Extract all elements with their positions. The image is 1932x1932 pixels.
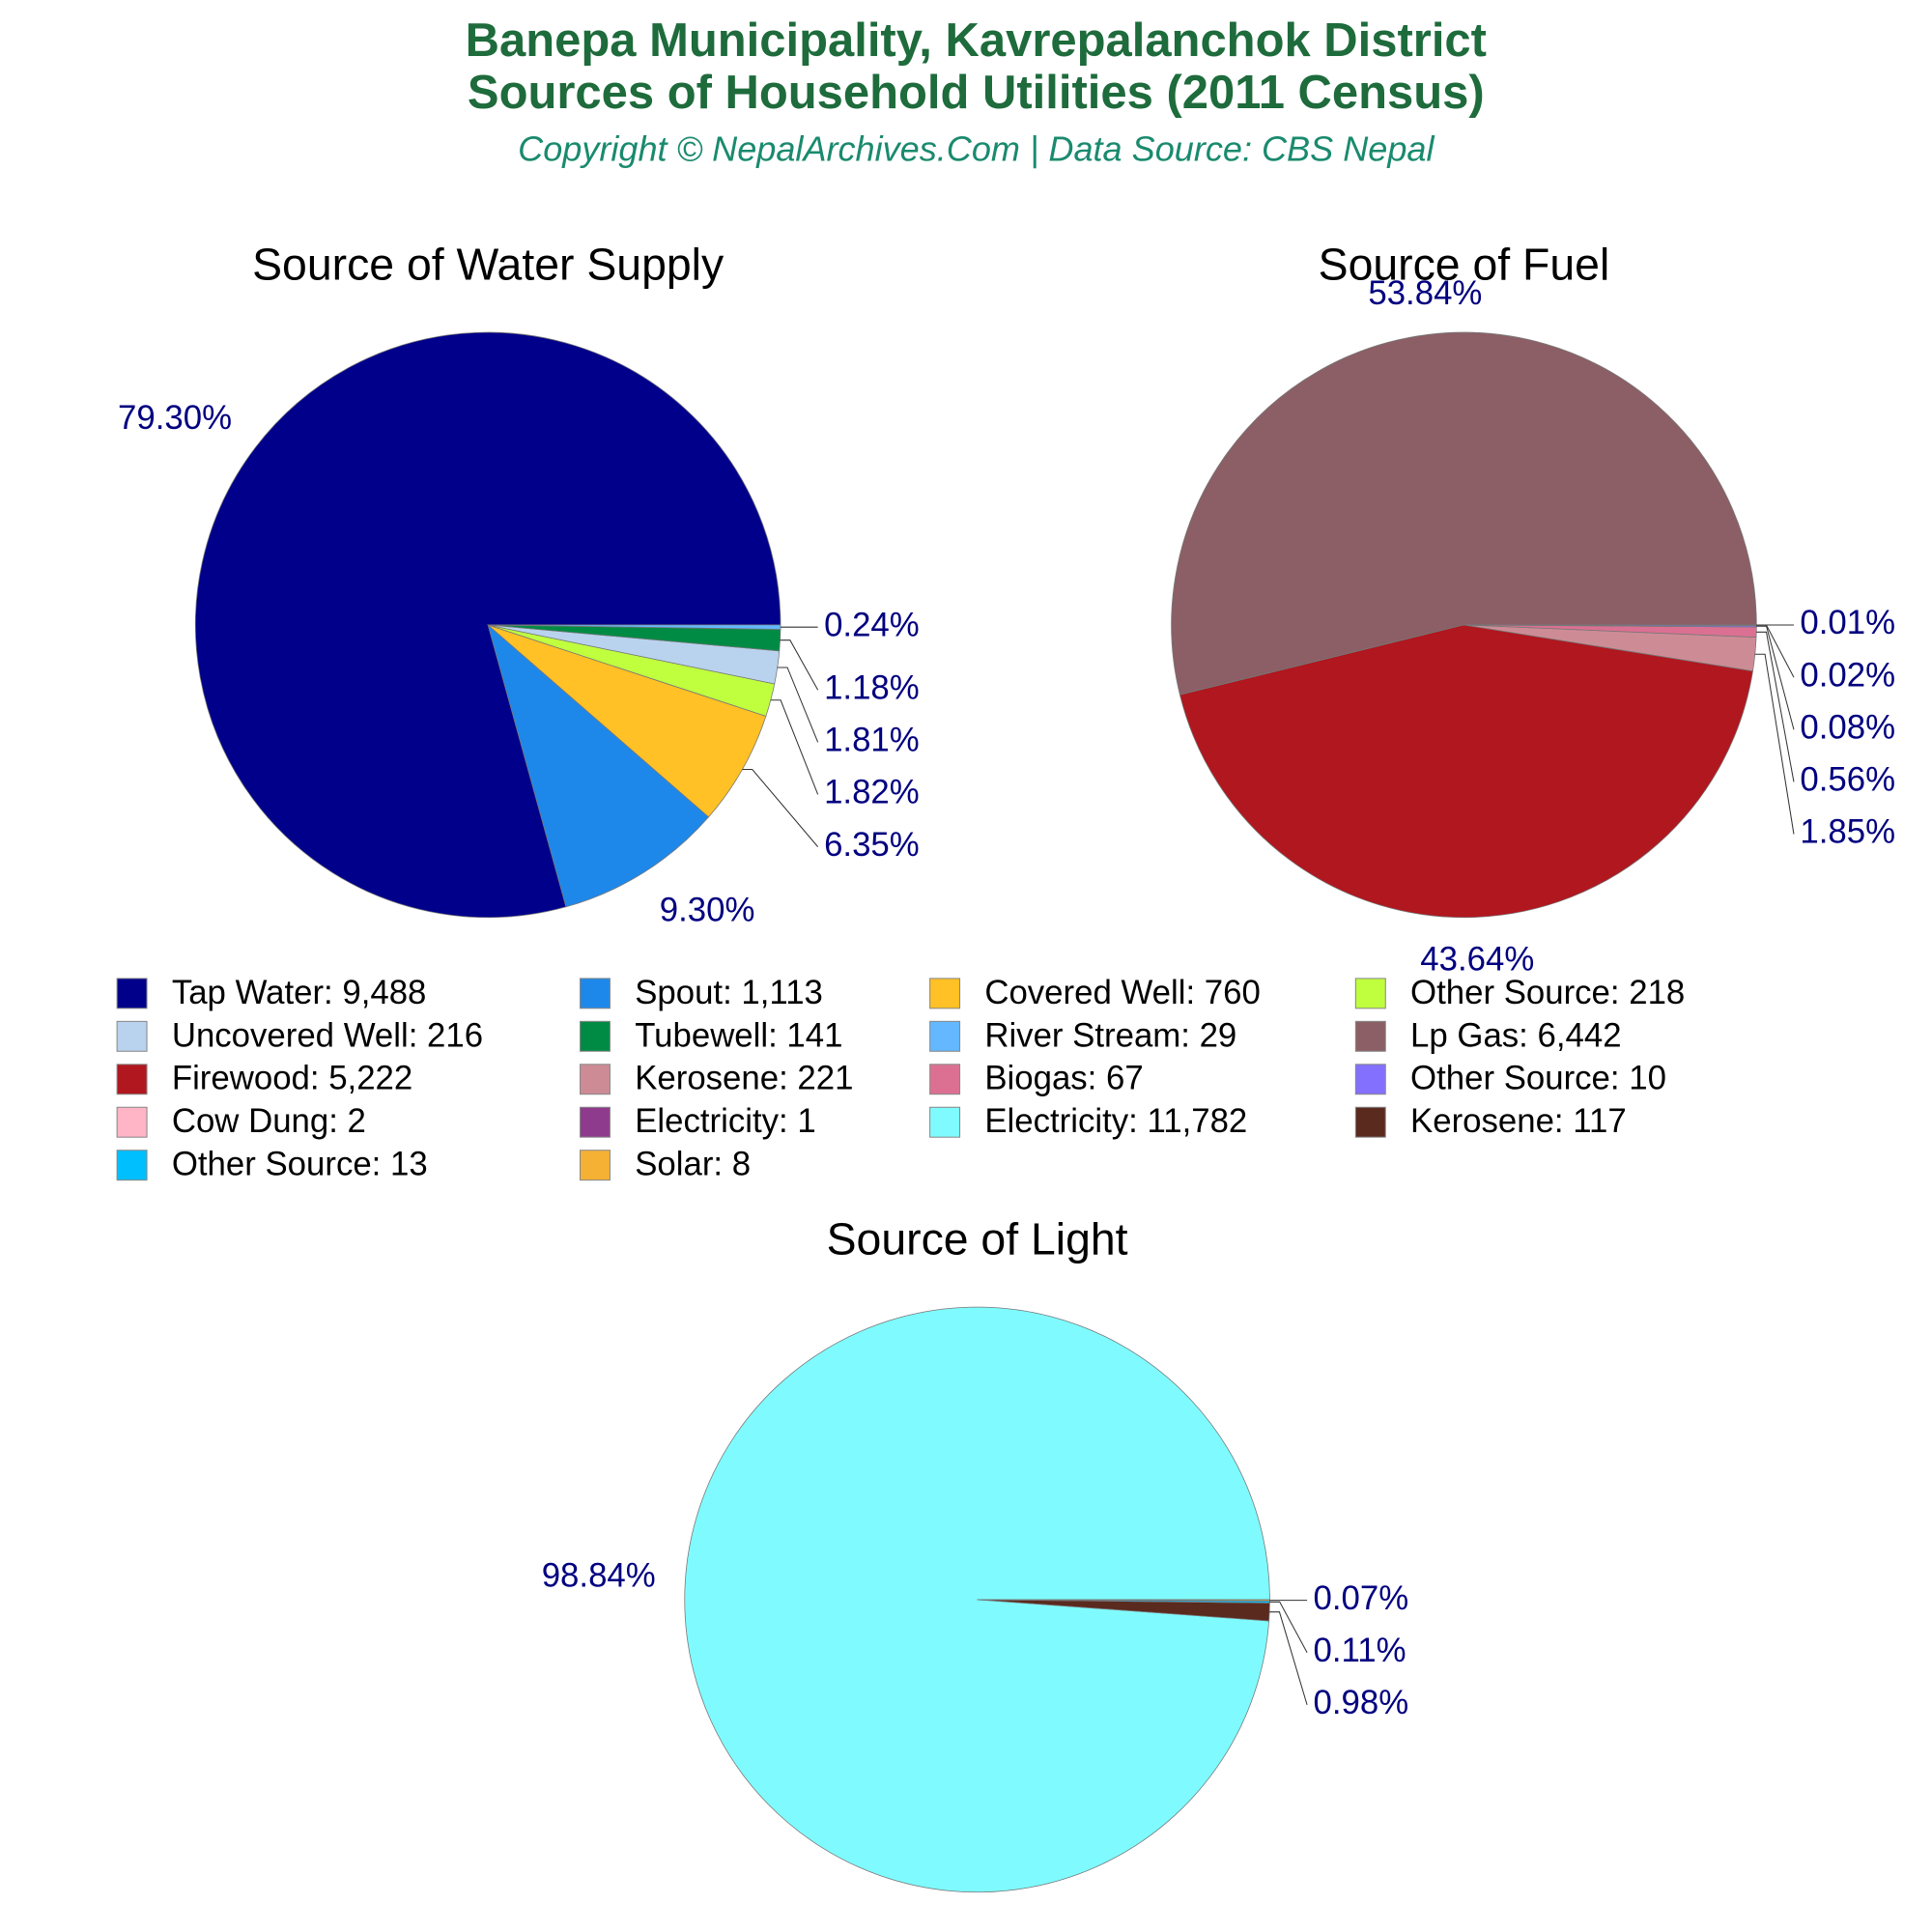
legend-label: Kerosene: 221 xyxy=(635,1061,853,1097)
legend-swatch xyxy=(1354,978,1386,1009)
pie-slice xyxy=(488,624,781,630)
data-label: 1.85% xyxy=(1800,814,1895,851)
data-label: 0.56% xyxy=(1800,762,1895,799)
legend-label: Uncovered Well: 216 xyxy=(172,1017,483,1054)
leader-line xyxy=(1756,625,1795,730)
leader-line xyxy=(770,699,819,795)
data-label: 0.07% xyxy=(1314,1580,1409,1617)
data-label: 0.98% xyxy=(1314,1685,1409,1721)
legend-swatch xyxy=(116,1064,148,1095)
data-label: 53.84% xyxy=(1368,275,1482,312)
pie-slice xyxy=(487,624,767,818)
legend-swatch xyxy=(116,1020,148,1052)
legend-label: Lp Gas: 6,442 xyxy=(1410,1017,1622,1054)
pie-title: Source of Fuel xyxy=(1319,239,1610,289)
legend-label: Firewood: 5,222 xyxy=(172,1061,412,1097)
pie-slice xyxy=(487,623,710,908)
legend-label: Electricity: 11,782 xyxy=(984,1103,1247,1140)
legend-label: Spout: 1,113 xyxy=(635,975,823,1011)
data-label: 0.11% xyxy=(1314,1633,1406,1669)
legend-swatch xyxy=(929,1106,961,1138)
data-label: 1.82% xyxy=(824,775,920,811)
legend-swatch xyxy=(929,1064,961,1095)
legend-swatch xyxy=(116,1150,148,1181)
data-label: 43.64% xyxy=(1420,941,1534,978)
data-label: 0.02% xyxy=(1800,657,1895,694)
legend-swatch xyxy=(1354,1106,1386,1138)
pie-slice xyxy=(1179,624,1753,919)
legend-label: Kerosene: 117 xyxy=(1410,1103,1627,1140)
legend-label: Solar: 8 xyxy=(635,1147,751,1183)
chart-subtitle: Copyright © NepalArchives.Com | Data Sou… xyxy=(518,129,1435,169)
data-label: 9.30% xyxy=(660,892,755,928)
legend-swatch xyxy=(580,1150,611,1181)
legend-label: Other Source: 218 xyxy=(1410,975,1685,1011)
leader-line xyxy=(1756,624,1795,678)
chart-title: Sources of Household Utilities (2011 Cen… xyxy=(468,67,1485,119)
data-label: 79.30% xyxy=(118,400,232,437)
leader-line xyxy=(1269,1611,1308,1705)
legend-label: Biogas: 67 xyxy=(984,1061,1143,1097)
legend-swatch xyxy=(1354,1020,1386,1052)
leader-line xyxy=(780,639,819,691)
legend-swatch xyxy=(929,1020,961,1052)
pie-title: Source of Light xyxy=(827,1213,1128,1264)
legend-swatch xyxy=(116,1106,148,1138)
legend-label: Electricity: 1 xyxy=(635,1103,815,1140)
legend-swatch xyxy=(929,978,961,1009)
leader-line xyxy=(1756,631,1795,782)
legend-swatch xyxy=(580,1106,611,1138)
data-label: 6.35% xyxy=(824,827,920,864)
data-label: 1.81% xyxy=(824,723,920,759)
legend-swatch xyxy=(580,1020,611,1052)
data-label: 0.01% xyxy=(1800,605,1895,641)
legend-label: Other Source: 10 xyxy=(1410,1061,1666,1097)
pie-slice xyxy=(1171,331,1757,696)
leader-line xyxy=(1269,1601,1308,1653)
legend-swatch xyxy=(1354,1064,1386,1095)
pie-title: Source of Water Supply xyxy=(252,239,724,289)
legend-label: Tubewell: 141 xyxy=(635,1017,842,1054)
legend-label: River Stream: 29 xyxy=(984,1017,1236,1054)
data-label: 0.24% xyxy=(824,607,920,643)
data-label: 1.18% xyxy=(824,669,920,706)
legend-swatch xyxy=(580,1064,611,1095)
chart-title: Banepa Municipality, Kavrepalanchok Dist… xyxy=(466,14,1487,67)
legend-label: Tap Water: 9,488 xyxy=(172,975,427,1011)
legend-label: Covered Well: 760 xyxy=(984,975,1260,1011)
legend-swatch xyxy=(580,978,611,1009)
leader-line xyxy=(742,769,819,847)
leader-line xyxy=(1754,653,1795,835)
leader-line xyxy=(777,667,819,743)
legend-swatch xyxy=(116,978,148,1009)
data-label: 0.08% xyxy=(1800,709,1895,746)
data-label: 98.84% xyxy=(542,1558,656,1595)
legend-label: Other Source: 13 xyxy=(172,1147,428,1183)
legend-label: Cow Dung: 2 xyxy=(172,1103,366,1140)
